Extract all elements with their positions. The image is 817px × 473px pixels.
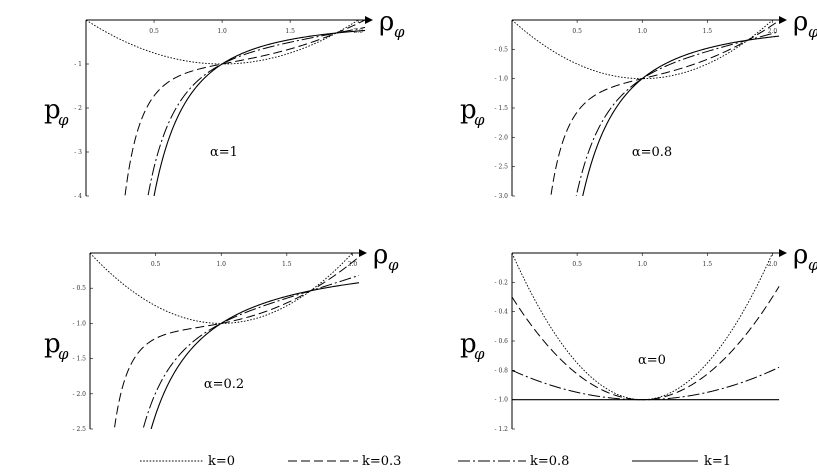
- y-axis-subscript: φ: [474, 111, 485, 129]
- alpha-annotation: α=1: [210, 145, 238, 160]
- y-tick-label: - 1.0: [495, 397, 509, 404]
- legend-label: k=0: [208, 454, 235, 469]
- x-axis-subscript: φ: [808, 23, 817, 41]
- x-axis-label: ρ: [373, 240, 388, 270]
- panel-a0: 0.5 1.0 1.5 2.0 - 0.2 - 0.4 - 0.6 - 0.8 - 1.0 - 1…: [460, 240, 817, 433]
- y-tick-label: - 2.5: [73, 426, 87, 433]
- series-line-k-0.8: [142, 274, 360, 429]
- series-line-k-0.8: [512, 366, 780, 401]
- series-line-k-1: [150, 282, 360, 429]
- x-tick-label: 1.5: [703, 261, 713, 268]
- x-tick-label: 1.5: [285, 28, 295, 35]
- y-tick-label: - 2: [74, 105, 82, 112]
- y-tick-label: - 1.5: [495, 105, 509, 112]
- x-axis-subscript: φ: [394, 23, 405, 41]
- y-tick-label: - 0.5: [73, 285, 87, 292]
- x-tick-label: 2.0: [348, 261, 358, 268]
- y-tick-label: - 3: [74, 149, 82, 156]
- y-axis-label: p: [44, 95, 61, 125]
- y-tick-label: - 0.8: [495, 367, 509, 374]
- legend: k=0 k=0.3 k=0.8 k=1: [140, 454, 731, 469]
- series-line-k-1: [582, 35, 780, 196]
- alpha-annotation: α=0: [638, 353, 666, 368]
- y-axis-subscript: φ: [474, 345, 485, 363]
- x-axis-subscript: φ: [808, 256, 817, 274]
- alpha-annotation: α=0.8: [632, 145, 672, 160]
- y-tick-label: - 1: [74, 61, 82, 68]
- series-line-k-0: [86, 20, 360, 65]
- y-tick-label: - 3.0: [495, 193, 509, 200]
- y-axis-label: p: [460, 95, 477, 125]
- panel-a02: 0.5 1.0 1.5 2.0- 0.5- 1.0- 1.5- 2.0- 2.5ρ φp…: [44, 240, 399, 433]
- legend-label: k=0.8: [530, 454, 569, 469]
- series-line-k-0: [512, 20, 774, 80]
- y-tick-label: - 2.0: [73, 391, 87, 398]
- x-tick-label: 1.0: [217, 28, 227, 35]
- legend-label: k=0.3: [362, 454, 401, 469]
- x-tick-label: 2.0: [768, 261, 778, 268]
- y-axis-subscript: φ: [58, 345, 69, 363]
- y-tick-label: - 1.0: [495, 76, 509, 83]
- x-tick-label: 0.5: [572, 28, 582, 35]
- x-axis-subscript: φ: [388, 256, 399, 274]
- series-line-k-0.3: [550, 20, 780, 196]
- series-line-k-0.3: [113, 256, 360, 429]
- series-line-k-0.8: [575, 31, 780, 196]
- x-tick-label: 1.5: [703, 28, 713, 35]
- y-tick-label: - 0.2: [495, 279, 509, 286]
- x-axis-label: ρ: [793, 7, 808, 37]
- series-line-k-0: [90, 253, 354, 324]
- y-axis-subscript: φ: [58, 111, 69, 129]
- x-tick-label: 1.5: [282, 261, 292, 268]
- y-tick-label: - 1.2: [495, 426, 509, 433]
- x-axis-label: ρ: [379, 7, 394, 37]
- x-tick-label: 2.0: [768, 28, 778, 35]
- series-line-k-0.8: [147, 26, 366, 196]
- series-line-k-0.3: [512, 286, 780, 401]
- series-line-k-0.3: [124, 20, 366, 196]
- series-line-k-1: [153, 29, 366, 196]
- x-tick-label: 0.5: [149, 28, 159, 35]
- x-tick-label: 1.0: [637, 261, 647, 268]
- y-tick-label: - 1.0: [73, 320, 87, 327]
- y-axis-label: p: [460, 329, 477, 359]
- y-tick-label: - 2.5: [495, 164, 509, 171]
- y-axis-label: p: [44, 329, 61, 359]
- legend-label: k=1: [704, 454, 731, 469]
- x-axis-label: ρ: [793, 240, 808, 270]
- y-tick-label: - 0.4: [495, 309, 509, 316]
- x-tick-label: 0.5: [572, 261, 582, 268]
- x-tick-label: 0.5: [151, 261, 161, 268]
- panel-a08: 0.5 1.0 1.5 2.0 - 0.5 - 1.0 - 1.5 - 2.0 - 2.5 - 3…: [460, 7, 817, 200]
- y-tick-label: - 1.5: [73, 356, 87, 363]
- x-tick-label: 1.0: [216, 261, 226, 268]
- alpha-annotation: α=0.2: [204, 377, 244, 392]
- y-tick-label: - 0.5: [495, 46, 509, 53]
- y-tick-label: - 4: [74, 193, 82, 200]
- x-tick-label: 1.0: [637, 28, 647, 35]
- y-tick-label: - 2.0: [495, 134, 509, 141]
- y-tick-label: - 0.6: [495, 338, 509, 345]
